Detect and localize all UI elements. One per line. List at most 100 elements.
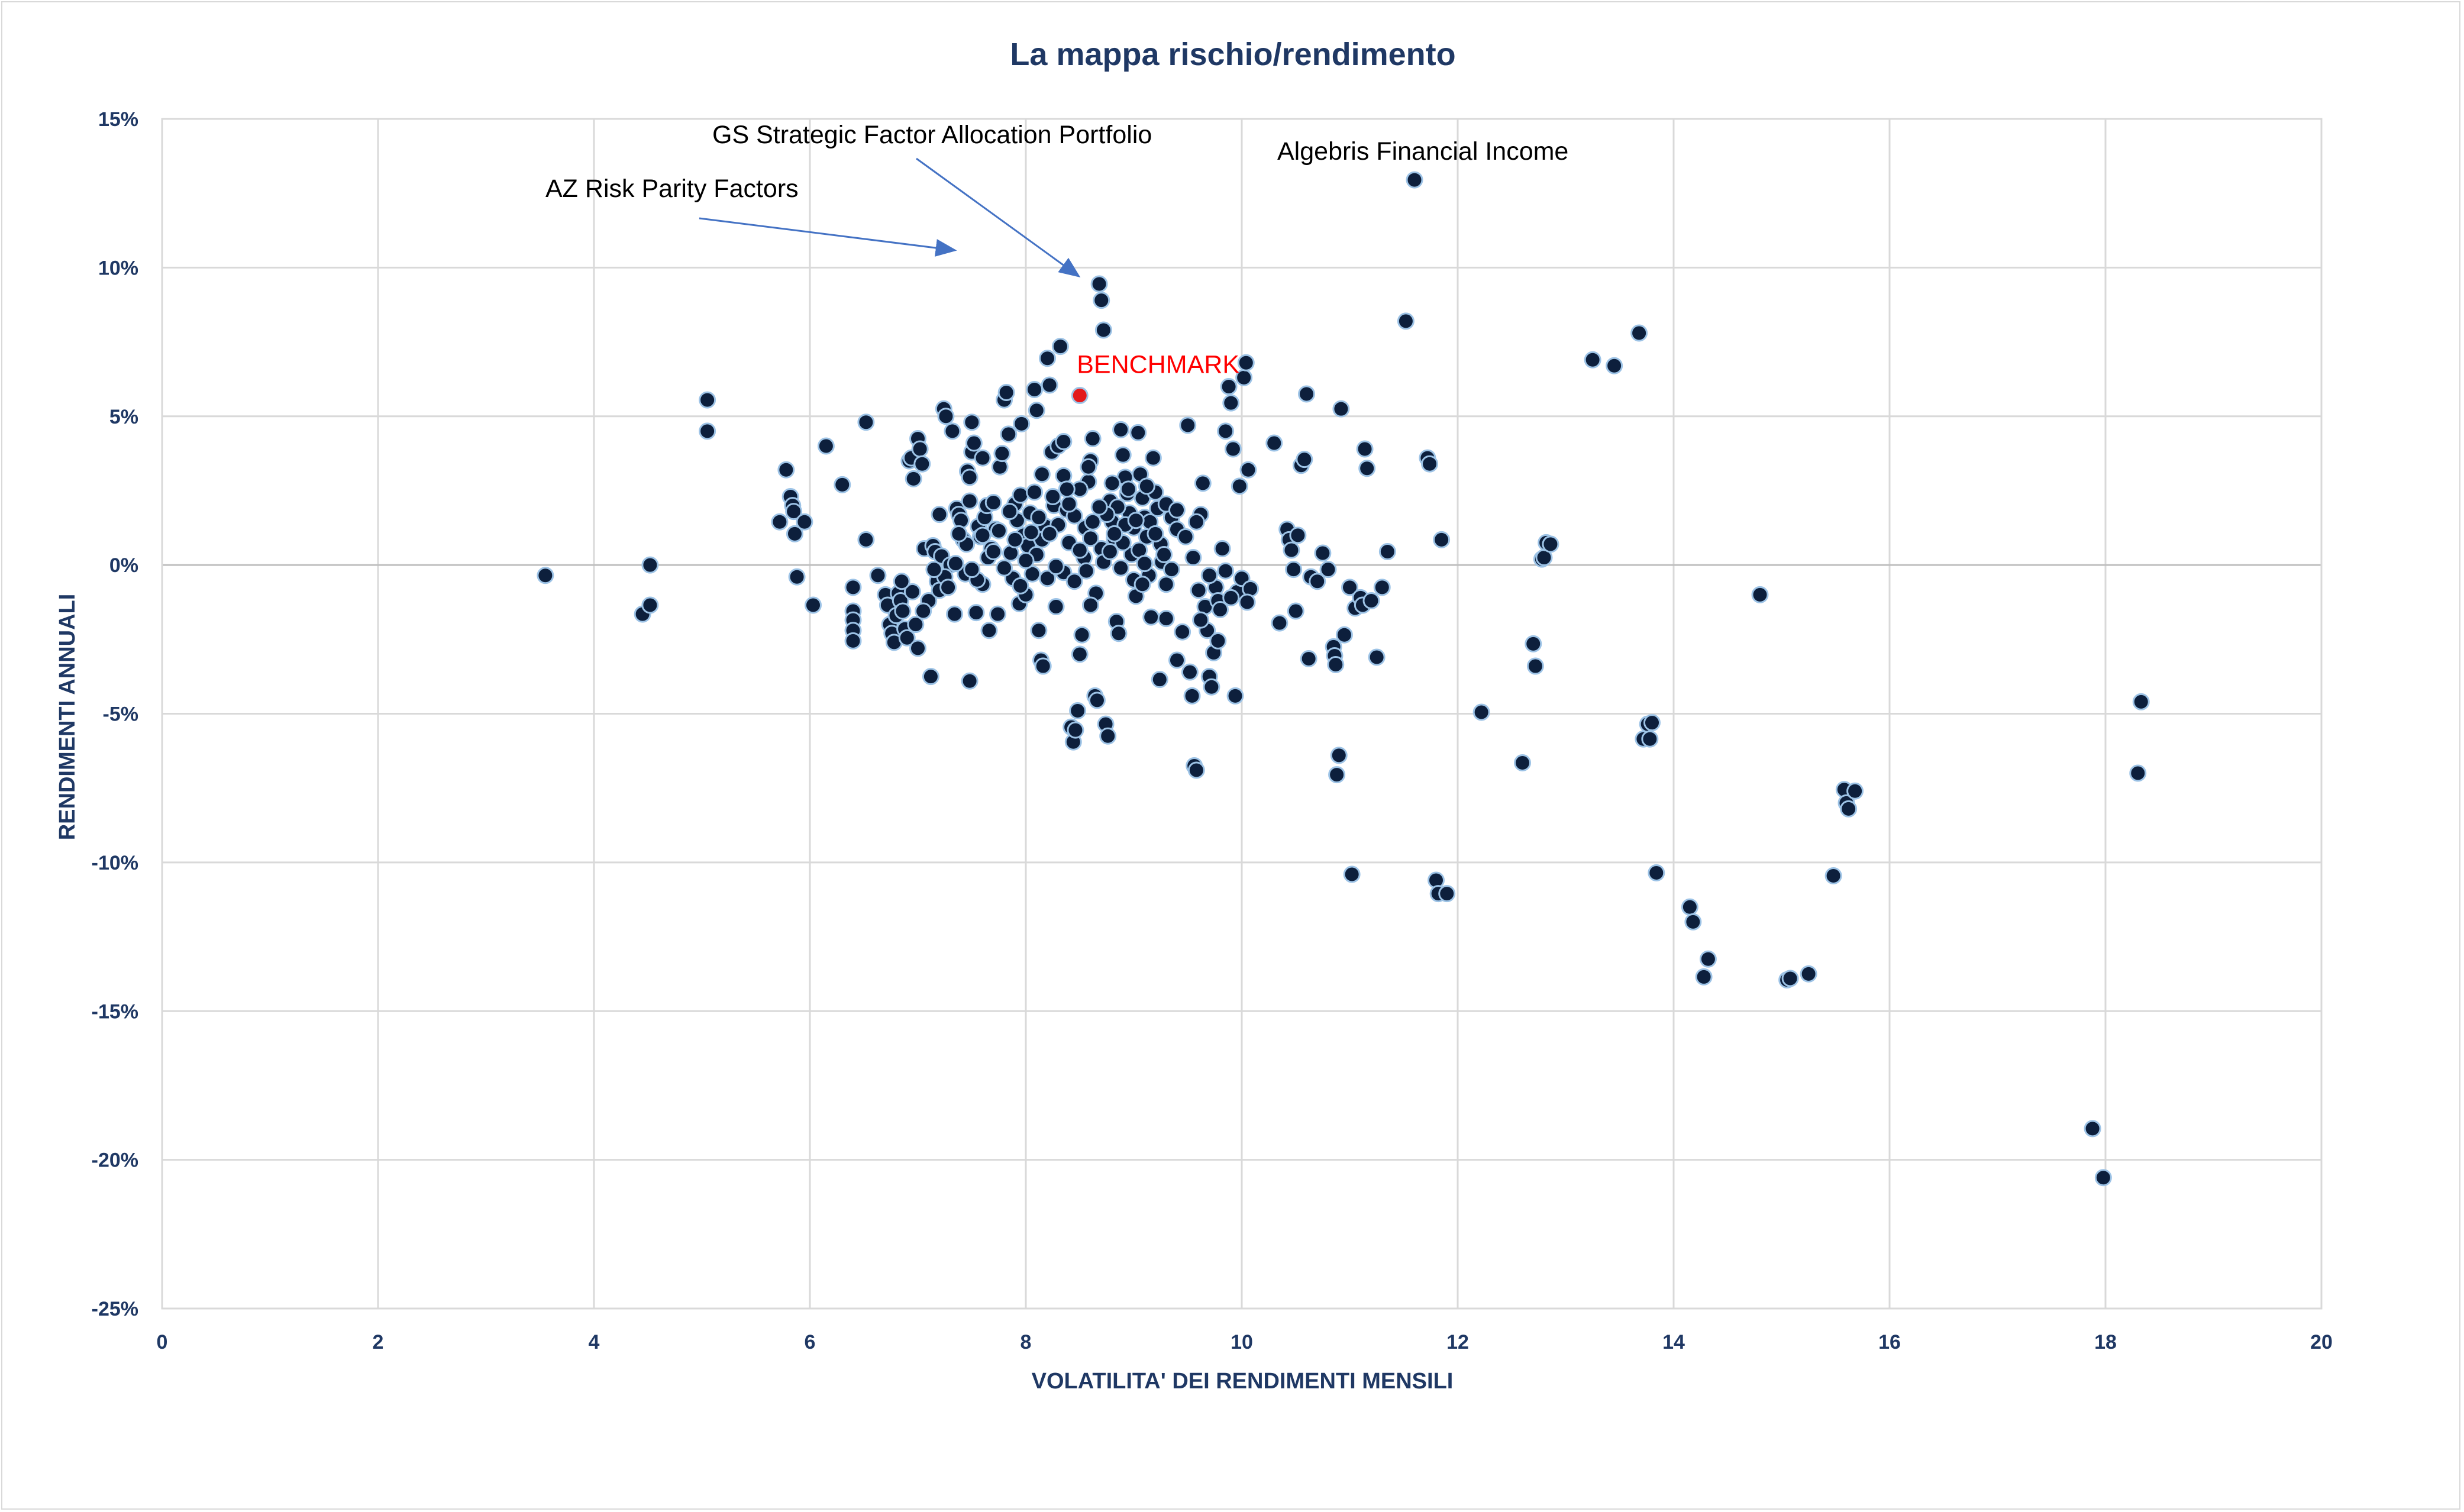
data-point: [944, 422, 961, 440]
data-point: [911, 440, 929, 458]
data-point: [984, 543, 1002, 561]
data-point: [1082, 596, 1099, 614]
data-point: [786, 525, 803, 542]
annotation-arrow: [699, 217, 957, 257]
data-point: [1127, 512, 1145, 529]
data-point: [1151, 671, 1168, 689]
data-point: [1824, 867, 1842, 884]
data-point: [909, 639, 926, 657]
data-point: [1174, 623, 1191, 641]
data-point: [1358, 460, 1376, 477]
data-point: [1041, 376, 1058, 394]
data-point: [785, 503, 803, 521]
data-point: [961, 672, 979, 690]
data-point: [1378, 543, 1396, 561]
data-point: [1080, 458, 1097, 476]
data-point: [699, 391, 716, 409]
data-point: [1217, 422, 1235, 440]
y-tick-label: 0%: [109, 554, 138, 577]
data-point: [974, 526, 992, 544]
data-point: [1237, 354, 1255, 371]
x-tick-label: 12: [1446, 1331, 1469, 1353]
data-point: [961, 492, 979, 510]
data-point: [1314, 544, 1332, 562]
data-point: [1129, 424, 1147, 441]
x-axis-ticks: 0 2 4 6 8 10 12 14 16 18 20: [157, 1331, 2333, 1353]
plot-area: [161, 118, 2323, 1310]
data-point: [1192, 611, 1210, 629]
data-point: [1433, 531, 1451, 548]
data-point: [1319, 561, 1337, 579]
data-point: [1028, 402, 1045, 419]
data-point: [1094, 321, 1112, 339]
grid-lines: [161, 118, 2323, 1310]
data-point: [1147, 525, 1164, 542]
data-point: [1421, 455, 1439, 473]
data-point: [1051, 338, 1069, 356]
data-point: [1526, 657, 1544, 675]
data-point: [1060, 495, 1078, 513]
data-point: [1071, 645, 1089, 663]
benchmark-label: BENCHMARK: [1077, 351, 1239, 379]
data-point: [1155, 546, 1173, 564]
x-tick-label: 20: [2310, 1331, 2333, 1353]
y-axis-ticks: 15% 10% 5% 0% -5% -10% -15% -20% -25%: [92, 108, 138, 1320]
data-point: [989, 605, 1007, 623]
data-point: [1648, 864, 1665, 881]
data-point: [1222, 394, 1240, 412]
data-point: [1542, 535, 1559, 553]
data-point: [1065, 573, 1083, 590]
data-point: [903, 583, 921, 600]
annotation-label: Algebris Financial Income: [1277, 137, 1568, 166]
data-point: [1356, 440, 1374, 458]
data-point: [1397, 312, 1415, 330]
data-point: [537, 567, 554, 584]
data-point: [857, 531, 875, 548]
data-point: [1041, 525, 1058, 542]
data-point: [1641, 730, 1659, 748]
data-point: [796, 513, 813, 531]
data-point: [1525, 635, 1542, 652]
data-point: [1217, 562, 1235, 580]
x-tick-label: 0: [157, 1331, 168, 1353]
data-point: [1203, 678, 1220, 696]
data-point: [1012, 486, 1029, 504]
data-point: [641, 556, 659, 574]
data-point: [1055, 432, 1073, 450]
benchmark-point: [1071, 387, 1089, 405]
data-point: [1287, 602, 1304, 620]
data-point: [1136, 555, 1154, 573]
data-point: [1071, 541, 1089, 559]
x-tick-label: 6: [805, 1331, 816, 1353]
data-point: [950, 525, 968, 542]
data-point: [1023, 565, 1041, 583]
data-point: [996, 559, 1013, 577]
data-point: [1332, 400, 1350, 418]
data-point: [844, 579, 862, 596]
data-point: [771, 513, 789, 531]
data-point: [1335, 626, 1353, 644]
data-point: [1013, 415, 1031, 432]
data-point: [1226, 687, 1244, 705]
data-point: [1296, 451, 1313, 469]
data-point: [1751, 586, 1769, 603]
data-point: [1162, 561, 1180, 579]
y-tick-label: -25%: [92, 1298, 138, 1320]
data-point: [1067, 721, 1084, 739]
x-tick-label: 10: [1231, 1331, 1253, 1353]
data-point: [1343, 865, 1361, 883]
data-point: [1133, 576, 1151, 593]
data-point: [907, 616, 925, 634]
data-point: [788, 568, 806, 586]
data-point: [1514, 754, 1531, 771]
data-point: [993, 445, 1011, 463]
data-point: [1695, 968, 1713, 986]
data-point: [1044, 487, 1062, 505]
benchmark: BENCHMARK: [1071, 351, 1239, 405]
data-point: [1181, 663, 1199, 681]
data-point: [1177, 528, 1194, 545]
data-point: [1077, 562, 1095, 580]
data-point: [1285, 561, 1303, 579]
data-point: [1271, 614, 1288, 632]
